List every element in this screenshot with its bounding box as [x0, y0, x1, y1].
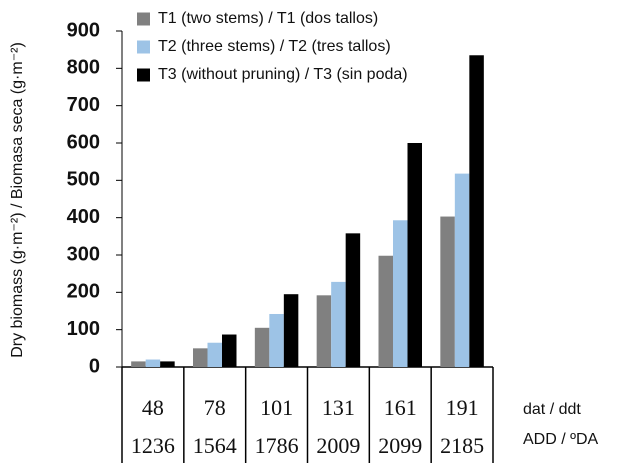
- bar: [269, 313, 284, 367]
- bar: [254, 327, 270, 367]
- y-tick-label: 0: [89, 355, 100, 377]
- y-tick-label: 600: [67, 131, 100, 153]
- x-tick-label: 1564: [193, 433, 237, 458]
- y-tick-label: 400: [67, 206, 100, 228]
- row-label: dat / ddt: [523, 401, 581, 418]
- y-tick-label: 800: [67, 57, 100, 79]
- x-tick-label: 101: [260, 395, 293, 420]
- x-tick-label: 1236: [131, 433, 175, 458]
- y-tick-label: 900: [67, 19, 100, 41]
- x-tick-label: 48: [142, 395, 164, 420]
- legend-swatch: [137, 68, 150, 82]
- bar: [145, 359, 161, 367]
- y-tick-label: 100: [67, 318, 100, 340]
- x-tick-label: 191: [446, 395, 479, 420]
- y-tick-label: 200: [67, 281, 100, 303]
- row-label: ADD / ºDA: [523, 431, 599, 448]
- y-tick-label: 300: [67, 243, 100, 265]
- legend-label: T1 (two stems) / T1 (dos tallos): [158, 10, 378, 27]
- bar: [160, 361, 175, 367]
- x-tick-label: 161: [384, 395, 417, 420]
- bar: [378, 255, 393, 367]
- bar: [469, 55, 484, 368]
- legend-label: T2 (three stems) / T2 (tres tallos): [158, 38, 391, 55]
- legend-swatch: [137, 40, 150, 54]
- y-axis-label: Dry biomass (g·m⁻²) / Biomasa seca (g·m⁻…: [9, 42, 26, 358]
- bar: [331, 281, 346, 367]
- x-tick-label: 1786: [255, 433, 299, 458]
- legend-swatch: [137, 12, 150, 26]
- y-tick-label: 700: [67, 94, 100, 116]
- x-tick-label: 2009: [316, 433, 360, 458]
- y-tick-label: 500: [67, 169, 100, 191]
- bar: [316, 295, 332, 367]
- legend-label: T3 (without pruning) / T3 (sin poda): [158, 66, 408, 83]
- bar: [454, 173, 470, 367]
- bar: [345, 233, 361, 367]
- bar: [283, 294, 299, 367]
- bar: [407, 143, 422, 367]
- bar: [131, 361, 146, 367]
- x-tick-label: 2099: [378, 433, 422, 458]
- x-tick-label: 131: [322, 395, 355, 420]
- x-tick-label: 78: [204, 395, 226, 420]
- bar: [440, 216, 455, 367]
- x-tick-label: 2185: [440, 433, 484, 458]
- bar: [207, 342, 222, 367]
- bar: [393, 220, 408, 367]
- bar: [222, 334, 237, 367]
- bar: [193, 348, 208, 367]
